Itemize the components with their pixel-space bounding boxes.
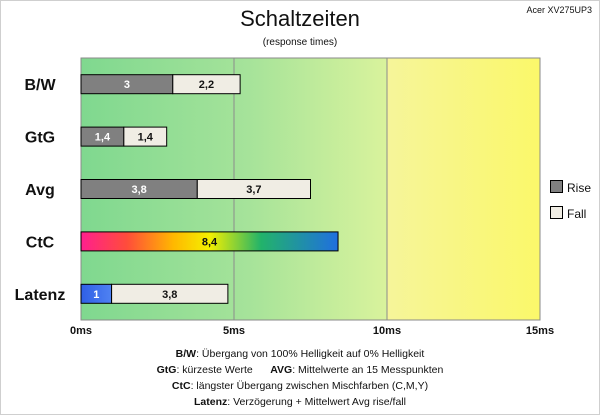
legend-swatch bbox=[550, 180, 563, 193]
data-label-rise: 3,8 bbox=[131, 184, 146, 196]
data-label-fall: 1,4 bbox=[138, 132, 154, 144]
footnote-key: CtC bbox=[171, 380, 191, 392]
category-label: Avg bbox=[25, 182, 55, 199]
footnote-key: AVG bbox=[270, 364, 293, 376]
data-label-rise: 8,4 bbox=[202, 236, 218, 248]
legend-label: Rise bbox=[567, 181, 592, 195]
bar-rise bbox=[80, 231, 339, 252]
footnote-line: B/W: Übergang von 100% Helligkeit auf 0%… bbox=[0, 346, 600, 362]
footnote-text: : Mittelwerte an 15 Messpunkten bbox=[292, 364, 444, 376]
data-label-rise: 1,4 bbox=[95, 132, 111, 144]
bar-fall bbox=[123, 126, 168, 147]
footnote-key: GtG bbox=[156, 364, 177, 376]
legend-label: Fall bbox=[567, 207, 587, 221]
legend-item-fall: Fall bbox=[550, 206, 586, 221]
footnote-line: GtG: kürzeste Werte AVG: Mittelwerte an … bbox=[0, 362, 600, 378]
chart-title: Schaltzeiten bbox=[240, 6, 360, 31]
footnote-gap bbox=[253, 364, 271, 376]
data-label-rise: 3 bbox=[124, 79, 130, 91]
x-tick-label: 15ms bbox=[526, 325, 554, 337]
chart-subtitle: (response times) bbox=[262, 37, 338, 48]
footnote-text: : Übergang von 100% Helligkeit auf 0% He… bbox=[196, 348, 425, 360]
footnote-key: B/W bbox=[175, 348, 197, 360]
monitor-model-label: Acer XV275UP3 bbox=[526, 5, 592, 15]
footnote-text: : kürzeste Werte bbox=[176, 364, 253, 376]
x-tick-label: 5ms bbox=[223, 325, 245, 337]
footnote-key: Latenz bbox=[194, 396, 228, 408]
footnote-line: Latenz: Verzögerung + Mittelwert Avg ris… bbox=[0, 394, 600, 410]
x-tick-label: 0ms bbox=[70, 325, 92, 337]
data-label-fall: 2,2 bbox=[199, 79, 214, 91]
category-label: CtC bbox=[26, 234, 55, 251]
footnote-text: : längster Übergang zwischen Mischfarben… bbox=[190, 380, 429, 392]
bar-fall bbox=[172, 74, 241, 95]
bar-fall bbox=[111, 283, 229, 304]
background-zone-yellow bbox=[387, 58, 540, 320]
data-label-rise: 1 bbox=[93, 289, 99, 301]
footnotes: B/W: Übergang von 100% Helligkeit auf 0%… bbox=[0, 346, 600, 410]
data-label-fall: 3,7 bbox=[246, 184, 261, 196]
legend-swatch bbox=[550, 206, 563, 219]
legend-item-rise: Rise bbox=[550, 180, 591, 195]
category-label: Latenz bbox=[15, 287, 66, 304]
data-label-fall: 3,8 bbox=[162, 289, 177, 301]
category-label: GtG bbox=[25, 130, 55, 147]
category-label: B/W bbox=[24, 77, 56, 94]
bar-fall bbox=[196, 179, 311, 199]
footnote-line: CtC: längster Übergang zwischen Mischfar… bbox=[0, 378, 600, 394]
x-tick-label: 10ms bbox=[373, 325, 401, 337]
footnote-text: : Verzögerung + Mittelwert Avg rise/fall bbox=[227, 396, 406, 408]
